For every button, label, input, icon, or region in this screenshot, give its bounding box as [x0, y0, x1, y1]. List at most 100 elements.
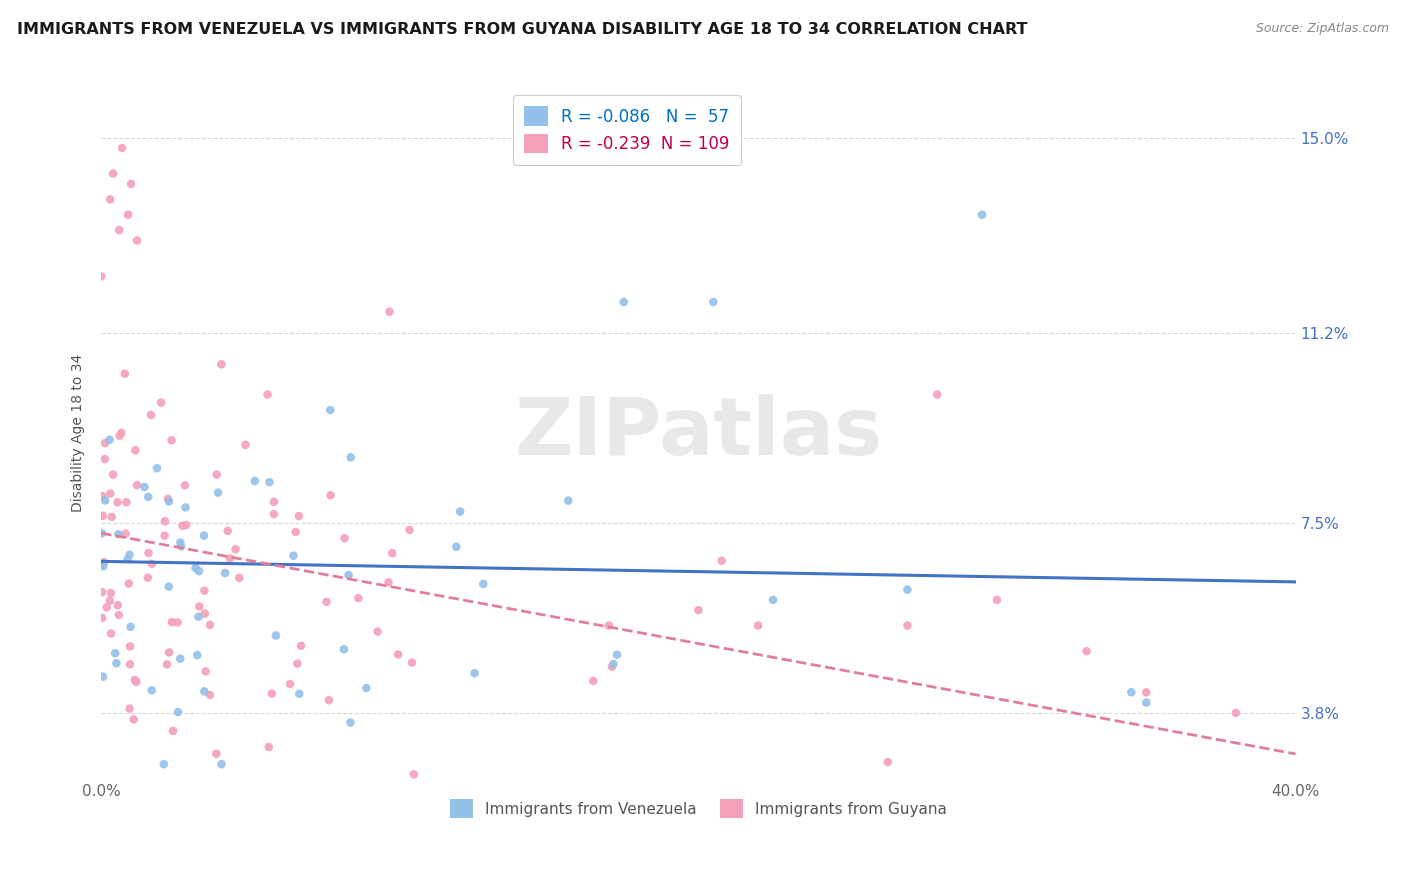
Text: Source: ZipAtlas.com: Source: ZipAtlas.com: [1256, 22, 1389, 36]
Point: [100, 586, 122, 600]
Point: [1225, 706, 1247, 720]
Point: [107, 495, 129, 509]
Point: [91, 559, 114, 574]
Point: [91, 670, 114, 684]
Point: [146, 461, 169, 475]
Point: [339, 715, 361, 730]
Point: [156, 491, 179, 506]
Point: [91, 489, 114, 503]
Point: [472, 577, 495, 591]
Point: [207, 485, 229, 500]
Point: [188, 599, 211, 614]
Point: [288, 509, 311, 524]
Point: [402, 767, 425, 781]
Point: [398, 523, 420, 537]
Point: [290, 639, 312, 653]
Point: [464, 666, 486, 681]
Point: [378, 304, 401, 318]
Point: [613, 295, 636, 310]
Point: [198, 617, 221, 632]
Point: [217, 524, 239, 538]
Point: [136, 571, 159, 585]
Point: [333, 531, 356, 545]
Point: [98, 192, 121, 206]
Point: [278, 677, 301, 691]
Point: [896, 618, 918, 632]
Point: [118, 640, 141, 654]
Point: [98, 486, 121, 500]
Point: [117, 208, 139, 222]
Point: [257, 739, 280, 754]
Point: [606, 648, 628, 662]
Point: [876, 755, 898, 769]
Point: [952, 798, 974, 813]
Y-axis label: Disability Age 18 to 34: Disability Age 18 to 34: [72, 354, 86, 512]
Point: [347, 591, 370, 606]
Point: [166, 615, 188, 630]
Point: [115, 495, 138, 509]
Point: [122, 713, 145, 727]
Point: [259, 475, 281, 490]
Point: [153, 528, 176, 542]
Point: [318, 693, 340, 707]
Point: [125, 234, 148, 248]
Point: [98, 433, 121, 447]
Point: [600, 659, 623, 673]
Text: IMMIGRANTS FROM VENEZUELA VS IMMIGRANTS FROM GUYANA DISABILITY AGE 18 TO 34 CORR: IMMIGRANTS FROM VENEZUELA VS IMMIGRANTS …: [17, 22, 1028, 37]
Point: [285, 657, 308, 671]
Point: [160, 434, 183, 448]
Point: [101, 167, 124, 181]
Point: [205, 747, 228, 761]
Point: [263, 507, 285, 521]
Point: [284, 524, 307, 539]
Point: [446, 540, 468, 554]
Point: [153, 757, 176, 772]
Point: [91, 585, 114, 599]
Point: [174, 500, 197, 515]
Point: [157, 645, 180, 659]
Point: [186, 648, 208, 662]
Point: [104, 646, 127, 660]
Point: [169, 652, 191, 666]
Point: [108, 608, 131, 623]
Text: ZIPatlas: ZIPatlas: [515, 394, 883, 472]
Point: [107, 598, 129, 612]
Point: [162, 723, 184, 738]
Point: [107, 527, 129, 541]
Point: [101, 467, 124, 482]
Point: [136, 490, 159, 504]
Point: [93, 555, 115, 569]
Point: [387, 648, 409, 662]
Point: [194, 665, 217, 679]
Point: [108, 223, 131, 237]
Point: [94, 493, 117, 508]
Point: [193, 583, 215, 598]
Point: [260, 687, 283, 701]
Point: [339, 450, 361, 465]
Point: [747, 618, 769, 632]
Point: [927, 387, 949, 401]
Point: [205, 467, 228, 482]
Point: [209, 357, 232, 371]
Point: [225, 542, 247, 557]
Point: [90, 269, 112, 284]
Point: [150, 395, 173, 409]
Point: [256, 387, 278, 401]
Point: [193, 528, 215, 542]
Point: [157, 580, 180, 594]
Point: [124, 443, 146, 458]
Point: [194, 607, 217, 621]
Point: [172, 518, 194, 533]
Point: [100, 626, 122, 640]
Point: [118, 576, 141, 591]
Point: [170, 539, 193, 553]
Point: [120, 177, 142, 191]
Point: [139, 408, 162, 422]
Point: [214, 566, 236, 580]
Point: [125, 675, 148, 690]
Point: [134, 480, 156, 494]
Point: [118, 548, 141, 562]
Point: [896, 582, 918, 597]
Point: [1121, 685, 1143, 699]
Point: [90, 526, 112, 541]
